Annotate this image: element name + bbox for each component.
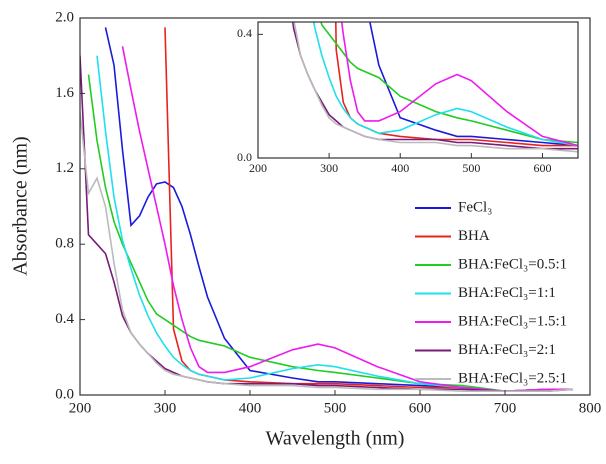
x-tick-label: 300 (154, 400, 177, 416)
y-tick-label: 0.4 (237, 26, 252, 40)
inset-plot: 200 300 400 500 600 0.0 0.4 (237, 21, 579, 175)
inset-plot-lines (291, 22, 578, 153)
series-line (369, 22, 578, 147)
series-line (80, 112, 574, 392)
legend-label: BHA:FeCl₃=1:1 (458, 285, 556, 301)
x-tick-label: 200 (249, 161, 267, 175)
series-line (104, 27, 573, 393)
x-tick-label: 500 (324, 400, 347, 416)
x-tick-label: 400 (239, 400, 262, 416)
y-tick-label: 0.4 (55, 311, 74, 327)
series-line (96, 55, 573, 393)
y-tick-label: 0.0 (237, 150, 252, 164)
legend-label: BHA:FeCl₃=2.5:1 (458, 370, 567, 386)
y-axis-label: Absorbance (nm) (10, 136, 32, 275)
y-tick-label: 0.8 (55, 236, 74, 252)
y-tick-label: 1.6 (55, 85, 74, 101)
x-tick-label: 200 (69, 400, 92, 416)
series-line (293, 22, 578, 153)
y-tick-label: 2.0 (55, 9, 74, 25)
y-tick-label: 1.2 (55, 160, 74, 176)
main-plot-lines (80, 27, 574, 393)
y-tick-label: 0.0 (55, 386, 74, 402)
x-tick-label: 500 (462, 161, 480, 175)
series-line (312, 22, 578, 147)
legend-label: BHA:FeCl₃=0.5:1 (458, 256, 567, 272)
series-line (340, 22, 578, 147)
x-tick-label: 600 (409, 400, 432, 416)
x-tick-label: 700 (494, 400, 517, 416)
x-tick-label: 600 (533, 161, 551, 175)
legend-label: BHA:FeCl₃=1.5:1 (458, 313, 567, 329)
inset-plot-frame (257, 21, 579, 159)
x-tick-label: 400 (391, 161, 409, 175)
legend-label: FeCl₃ (458, 199, 492, 215)
x-axis-label: Wavelength (nm) (266, 428, 405, 450)
x-tick-label: 800 (579, 400, 602, 416)
series-line (121, 46, 573, 393)
legend-label: BHA (458, 228, 490, 244)
legend-label: BHA:FeCl₃=2:1 (458, 342, 556, 358)
x-tick-label: 300 (320, 161, 338, 175)
